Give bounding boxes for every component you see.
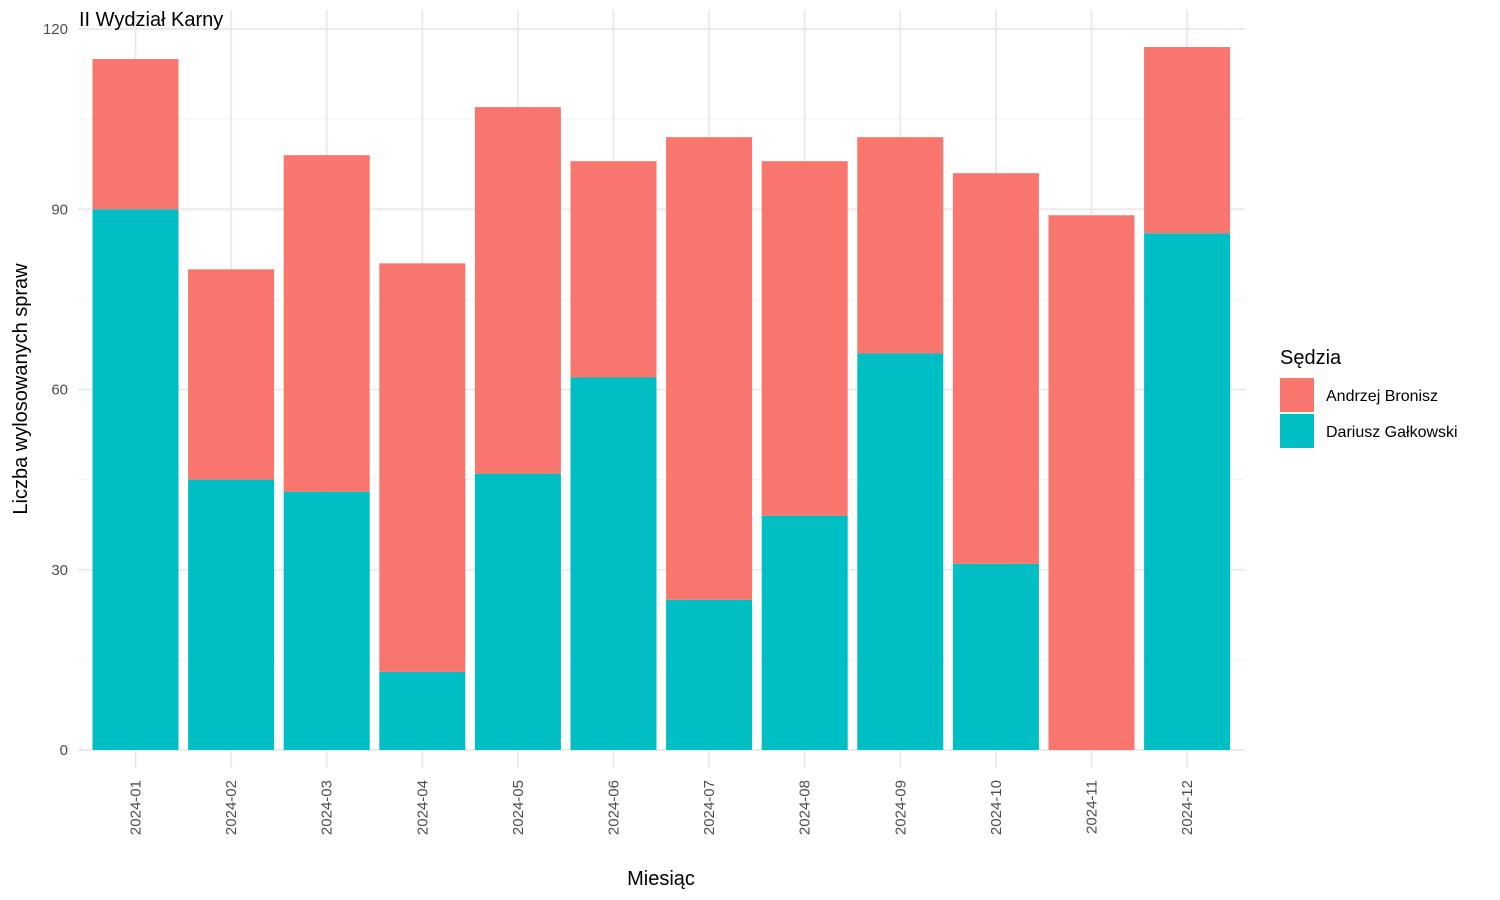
bar-segment — [92, 59, 179, 210]
bar-segment — [474, 107, 561, 474]
bar-segment — [474, 473, 561, 750]
legend-title: Sędzia — [1280, 347, 1342, 369]
x-tick-label: 2024-01 — [128, 780, 145, 835]
bar-segment — [379, 671, 466, 750]
bar-segment — [1144, 47, 1231, 234]
bar-segment — [761, 161, 848, 516]
x-tick-label: 2024-06 — [606, 780, 623, 835]
y-tick-label: 120 — [43, 21, 68, 38]
bar-segment — [283, 155, 370, 492]
legend: Sędzia Andrzej Bronisz Dariusz Gałkowski — [1280, 347, 1458, 448]
y-tick-label: 90 — [51, 201, 68, 218]
bar-segment — [92, 209, 179, 750]
bar-segment — [666, 137, 753, 600]
y-tick-label: 0 — [60, 742, 68, 759]
bar-segment — [379, 263, 466, 672]
x-tick-label: 2024-09 — [892, 780, 909, 835]
bar-segment — [188, 479, 275, 750]
y-tick-labels: 0 30 60 90 120 — [43, 21, 68, 759]
x-tick-labels: 2024-01 2024-02 2024-03 2024-04 2024-05 2024-… — [128, 780, 1197, 835]
bar-segment — [666, 599, 753, 750]
bar-segment — [1144, 233, 1231, 751]
chart-title: II Wydział Karny — [79, 9, 223, 31]
bar-segment — [1048, 215, 1135, 751]
x-tick-label: 2024-02 — [223, 780, 240, 835]
x-tick-label: 2024-03 — [319, 780, 336, 835]
legend-label: Dariusz Gałkowski — [1326, 424, 1458, 441]
bar-segment — [952, 563, 1039, 750]
x-tick-label: 2024-05 — [510, 780, 527, 835]
x-tick-label: 2024-12 — [1179, 780, 1196, 835]
legend-swatch — [1280, 414, 1314, 448]
legend-label: Andrzej Bronisz — [1326, 388, 1438, 405]
x-tick-label: 2024-04 — [414, 780, 431, 835]
x-tick-label: 2024-10 — [988, 780, 1005, 835]
bars — [92, 47, 1231, 751]
bar-segment — [761, 515, 848, 750]
x-tick-label: 2024-07 — [701, 780, 718, 835]
y-tick-label: 30 — [51, 562, 68, 579]
x-tick-label: 2024-08 — [797, 780, 814, 835]
bar-segment — [188, 269, 275, 480]
bar-segment — [283, 491, 370, 750]
y-axis-title: Liczba wylosowanych spraw — [10, 263, 32, 515]
bar-segment — [952, 173, 1039, 564]
x-axis-title: Miesiąc — [627, 868, 695, 890]
bar-segment — [857, 353, 944, 750]
bar-segment — [570, 161, 657, 378]
legend-swatch — [1280, 378, 1314, 412]
x-tick-label: 2024-11 — [1084, 780, 1101, 834]
y-tick-label: 60 — [51, 382, 68, 399]
bar-segment — [570, 377, 657, 750]
bar-segment — [857, 137, 944, 354]
